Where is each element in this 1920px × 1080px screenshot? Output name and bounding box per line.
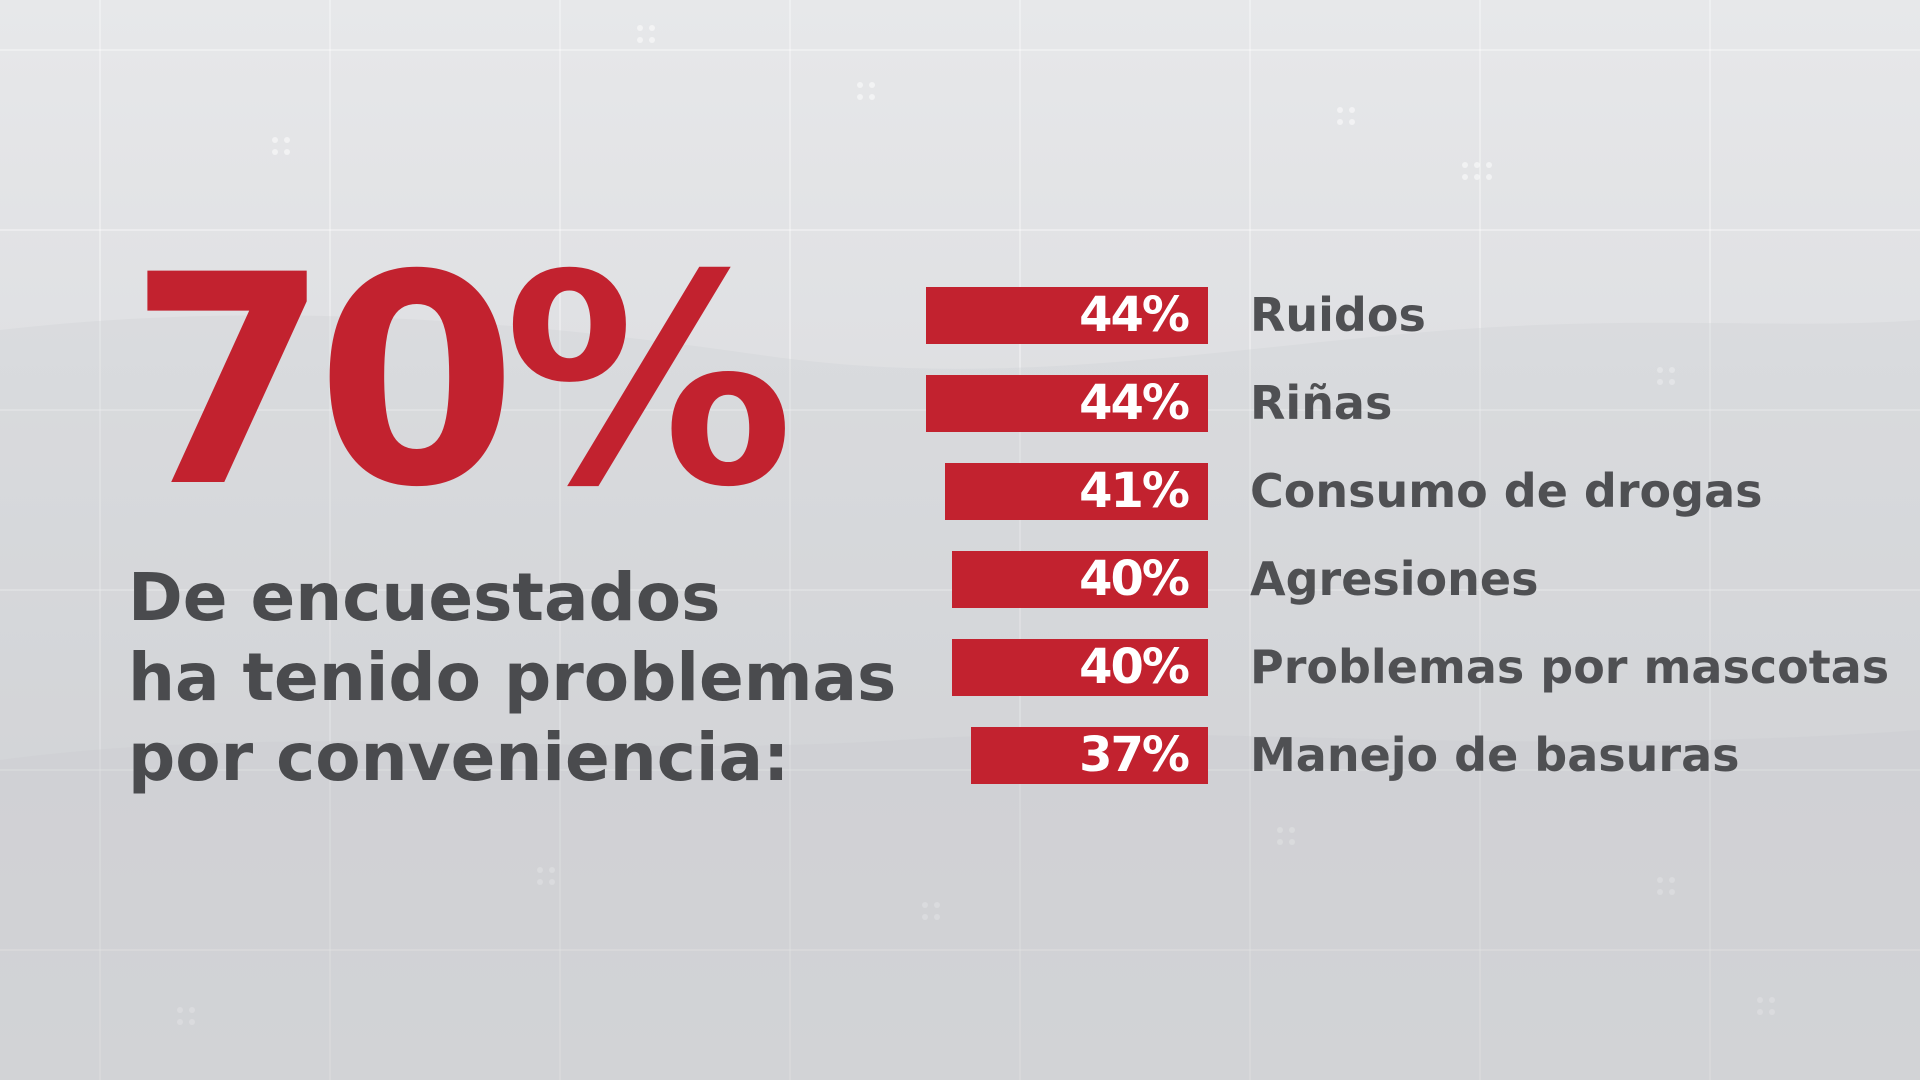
- bar-2: 44%: [926, 375, 1208, 432]
- bar-category-label: Problemas por mascotas: [1250, 640, 1890, 694]
- bar-category-label: Consumo de drogas: [1250, 464, 1763, 518]
- headline-caption-line-1: De encuestados: [128, 559, 721, 636]
- bar-category-label: Agresiones: [1250, 552, 1539, 606]
- bar-category-label: Manejo de basuras: [1250, 728, 1740, 782]
- bar-category-label: Ruidos: [1250, 288, 1426, 342]
- bar-value-label: 44%: [1079, 287, 1190, 343]
- bar-5: 40%: [952, 639, 1208, 696]
- bar-value-label: 44%: [1079, 375, 1190, 431]
- bar-4: 40%: [952, 551, 1208, 608]
- bar-category-label: Riñas: [1250, 376, 1393, 430]
- bar-6: 37%: [971, 727, 1208, 784]
- bar-value-label: 40%: [1079, 551, 1190, 607]
- headline-percentage: 70%: [128, 214, 794, 551]
- bar-value-label: 40%: [1079, 639, 1190, 695]
- headline-caption-line-2: ha tenido problemas: [128, 639, 897, 716]
- bar-3: 41%: [945, 463, 1208, 520]
- headline-caption: De encuestados ha tenido problemas por c…: [128, 558, 897, 798]
- bar-value-label: 37%: [1079, 727, 1190, 783]
- bar-1: 44%: [926, 287, 1208, 344]
- headline-caption-line-3: por conveniencia:: [128, 719, 790, 796]
- bar-value-label: 41%: [1079, 463, 1190, 519]
